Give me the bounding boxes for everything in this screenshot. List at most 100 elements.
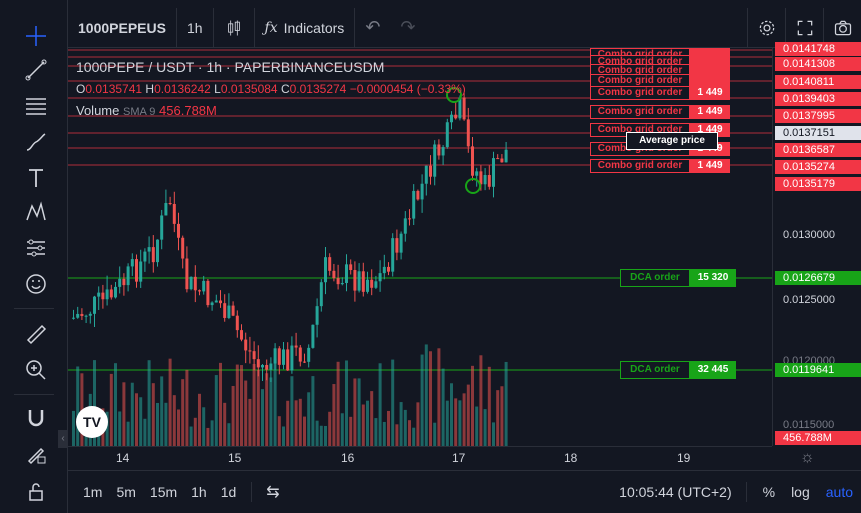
candle-body	[80, 313, 84, 317]
lock-icon[interactable]	[22, 478, 50, 506]
candle-body	[210, 302, 214, 306]
grid-order-label: Combo grid order	[590, 86, 690, 100]
candle-body	[76, 313, 80, 318]
volume-bar	[445, 400, 449, 446]
open-value: 0.0135741	[85, 82, 143, 96]
candle-body	[424, 165, 428, 184]
ruler-icon[interactable]	[22, 320, 50, 348]
candle-body	[130, 259, 134, 267]
timeframe-15m[interactable]: 15m	[149, 484, 178, 500]
fullscreen-button[interactable]	[785, 8, 823, 48]
volume-bar	[177, 409, 180, 446]
candle-body	[185, 258, 189, 290]
text-icon[interactable]	[22, 164, 50, 192]
chart-type-button[interactable]	[214, 7, 255, 48]
undo-button[interactable]: ↶	[355, 8, 390, 48]
candle-body	[366, 279, 369, 292]
candle-body	[202, 280, 206, 292]
volume-bar	[256, 369, 260, 446]
time-label: 17	[452, 451, 466, 465]
candle-body	[416, 190, 420, 200]
volume-bar	[450, 383, 453, 446]
volume-bar	[290, 376, 294, 446]
time-label: 15	[228, 451, 242, 465]
candle-body	[223, 303, 227, 318]
price-label: 0.0130000	[783, 229, 835, 241]
volume-bar	[231, 385, 235, 446]
volume-bar	[72, 410, 75, 446]
volume-bar	[378, 363, 382, 446]
redo-button[interactable]: ↷	[390, 8, 425, 48]
candle-body	[433, 144, 437, 177]
low-label: L	[214, 82, 221, 96]
volume-bar	[353, 378, 357, 446]
candle-body	[475, 171, 479, 176]
candle-body	[193, 276, 197, 291]
dca-order-tag[interactable]: DCA order 32 445	[620, 361, 736, 379]
high-value: 0.0136242	[154, 82, 211, 96]
trend-line-icon[interactable]	[22, 56, 50, 84]
lock-drawing-icon[interactable]	[22, 440, 50, 468]
volume-bar	[265, 373, 269, 446]
candle-body	[109, 289, 113, 298]
volume-bar	[345, 360, 348, 446]
candle-body	[307, 347, 311, 362]
dca-order-tag[interactable]: DCA order 15 320	[620, 269, 736, 287]
timeframe-1h[interactable]: 1h	[191, 484, 207, 500]
volume-bar	[382, 421, 386, 446]
collapse-toolbar-handle[interactable]: ‹	[58, 430, 68, 448]
screenshot-button[interactable]	[823, 8, 861, 48]
prediction-icon[interactable]	[22, 234, 50, 262]
time-axis[interactable]: 14 15 16 17 18 19	[68, 446, 772, 468]
candle-body	[399, 233, 403, 253]
top-toolbar: 1000PEPEUS 1h ƒx Indicators ↶ ↷	[68, 7, 861, 48]
log-scale-button[interactable]: log	[791, 484, 810, 500]
magnet-icon[interactable]	[22, 404, 50, 432]
symbol-search-button[interactable]: 1000PEPEUS	[68, 7, 177, 48]
clock[interactable]: 10:05:44 (UTC+2)	[619, 484, 732, 500]
timeframe-5m[interactable]: 5m	[116, 484, 136, 500]
volume-bar	[206, 427, 210, 446]
price-axis[interactable]: 0.0141748 0.0141308 0.0140811 0.0139403 …	[772, 42, 861, 446]
candle-body	[445, 122, 449, 148]
fib-retracement-icon[interactable]	[22, 92, 50, 120]
volume-bar	[282, 426, 285, 446]
volume-bar	[416, 402, 420, 446]
zoom-icon[interactable]	[22, 356, 50, 384]
volume-bar	[328, 411, 332, 446]
auto-scale-button[interactable]: auto	[825, 484, 853, 500]
axis-settings-icon[interactable]: ☼	[800, 449, 815, 466]
candle-body	[403, 218, 407, 234]
candle-body	[206, 280, 210, 306]
candle-body	[181, 237, 185, 259]
interval-button[interactable]: 1h	[177, 7, 214, 48]
percent-scale-button[interactable]: %	[762, 484, 776, 500]
timeframe-1d[interactable]: 1d	[220, 484, 237, 500]
open-label: O	[76, 82, 86, 96]
volume-bar	[324, 425, 327, 446]
timeframe-1m[interactable]: 1m	[83, 484, 103, 500]
brush-icon[interactable]	[22, 128, 50, 156]
volume-bar	[198, 393, 201, 446]
chart-pane[interactable]: 1000PEPE / USDT · 1h · PAPERBINANCEUSDM …	[68, 48, 772, 446]
volume-bar	[164, 402, 168, 446]
crosshair-icon[interactable]	[22, 22, 50, 50]
volume-bar	[424, 344, 428, 446]
candle-body	[84, 315, 88, 317]
settings-button[interactable]	[747, 8, 785, 48]
date-range-icon[interactable]: ⇆	[266, 484, 280, 501]
emoji-icon[interactable]	[22, 270, 50, 298]
volume-bar	[399, 402, 403, 446]
candle-body	[240, 330, 243, 340]
volume-bar	[135, 393, 138, 446]
pattern-icon[interactable]	[22, 198, 50, 226]
tradingview-logo: TV	[76, 406, 108, 438]
candle-body	[462, 97, 466, 120]
grid-order-qty	[690, 74, 730, 88]
candle-body	[370, 279, 374, 288]
indicators-button[interactable]: ƒx Indicators	[255, 7, 356, 48]
